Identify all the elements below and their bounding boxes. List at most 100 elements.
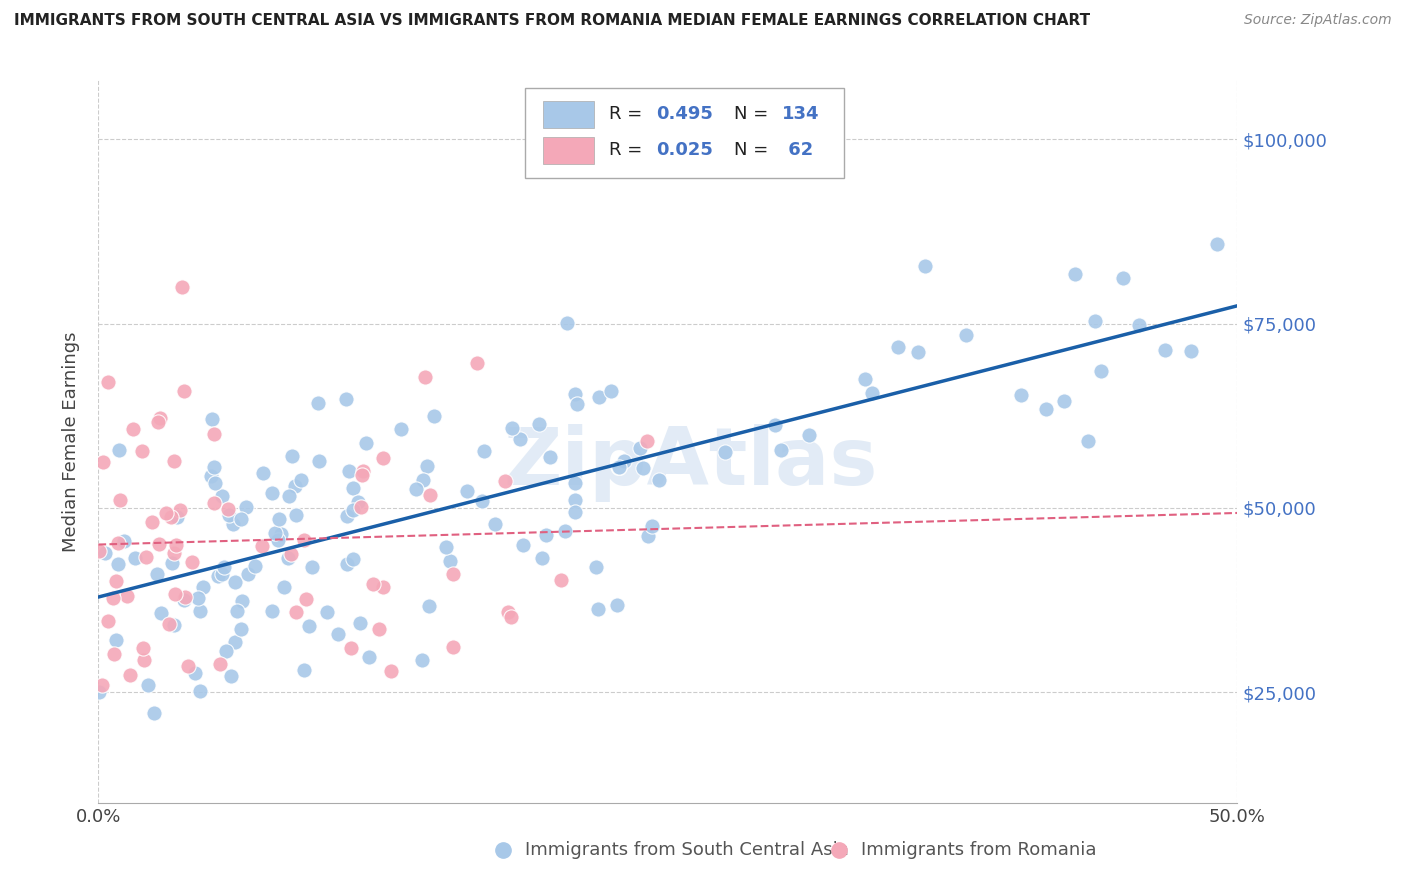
Text: Immigrants from South Central Asia: Immigrants from South Central Asia — [526, 841, 849, 859]
Point — [231, 593, 253, 607]
Point — [380, 664, 402, 678]
Point — [211, 489, 233, 503]
Point — [149, 410, 172, 425]
Point — [173, 593, 195, 607]
Point — [163, 454, 186, 468]
Point — [269, 511, 291, 525]
Point — [208, 657, 231, 672]
Point — [531, 550, 554, 565]
Point — [1154, 343, 1177, 357]
Point — [187, 591, 209, 606]
Point — [252, 539, 274, 553]
Point — [887, 340, 910, 354]
Point — [434, 540, 457, 554]
Point — [472, 443, 495, 458]
Text: R =: R = — [609, 141, 648, 160]
Point — [103, 648, 125, 662]
Point — [263, 526, 285, 541]
Point — [105, 574, 128, 588]
Point — [243, 559, 266, 574]
Point — [180, 555, 202, 569]
Point — [586, 601, 609, 615]
Text: Immigrants from Romania: Immigrants from Romania — [862, 841, 1097, 859]
Point — [141, 515, 163, 529]
Point — [204, 475, 226, 490]
Point — [207, 568, 229, 582]
Point — [605, 598, 627, 612]
Point — [350, 467, 373, 482]
Point — [352, 464, 374, 478]
Text: ZipAtlas: ZipAtlas — [503, 425, 877, 502]
Point — [564, 505, 586, 519]
Point — [124, 550, 146, 565]
Point — [284, 606, 307, 620]
Point — [163, 587, 186, 601]
Point — [554, 524, 576, 538]
Point — [163, 618, 186, 632]
Point — [439, 554, 461, 568]
Point — [411, 652, 433, 666]
Point — [527, 417, 550, 431]
Point — [118, 668, 141, 682]
Point — [328, 626, 350, 640]
Point — [170, 279, 193, 293]
Point — [238, 567, 260, 582]
Point — [231, 622, 253, 636]
Point — [361, 577, 384, 591]
Point — [150, 606, 173, 620]
Point — [1206, 236, 1229, 251]
Point — [1112, 270, 1135, 285]
Point — [224, 575, 246, 590]
Point — [914, 259, 936, 273]
Point — [212, 560, 235, 574]
Point — [115, 589, 138, 603]
Point — [373, 580, 395, 594]
Point — [301, 560, 323, 574]
Point — [501, 610, 523, 624]
Point — [131, 444, 153, 458]
Point — [413, 369, 436, 384]
Point — [907, 345, 929, 359]
Point — [155, 506, 177, 520]
Point — [284, 478, 307, 492]
Point — [202, 426, 225, 441]
Point — [637, 529, 659, 543]
Point — [188, 684, 211, 698]
Point — [1128, 318, 1150, 332]
Point — [419, 488, 441, 502]
Point — [412, 473, 434, 487]
Point — [337, 464, 360, 478]
Point — [163, 546, 186, 560]
Point — [1010, 388, 1032, 402]
Point — [108, 443, 131, 458]
Point — [215, 644, 238, 658]
Text: 0.495: 0.495 — [657, 105, 713, 123]
Point — [422, 409, 444, 423]
Point — [292, 663, 315, 677]
Point — [169, 503, 191, 517]
Point — [292, 533, 315, 548]
Point — [588, 391, 610, 405]
Point — [538, 450, 561, 464]
Point — [550, 573, 572, 587]
Point — [484, 517, 506, 532]
Point — [1084, 314, 1107, 328]
Point — [564, 475, 586, 490]
Point — [373, 450, 395, 465]
Point — [107, 535, 129, 549]
Point — [496, 606, 519, 620]
Point — [107, 557, 129, 571]
Point — [308, 454, 330, 468]
Point — [174, 590, 197, 604]
Point — [955, 327, 977, 342]
Text: R =: R = — [609, 105, 648, 123]
Point — [143, 706, 166, 720]
Point — [357, 650, 380, 665]
FancyBboxPatch shape — [526, 87, 845, 178]
Point — [201, 411, 224, 425]
Point — [87, 685, 110, 699]
Point — [211, 567, 233, 582]
Point — [336, 557, 359, 571]
Point — [342, 552, 364, 566]
Point — [160, 557, 183, 571]
